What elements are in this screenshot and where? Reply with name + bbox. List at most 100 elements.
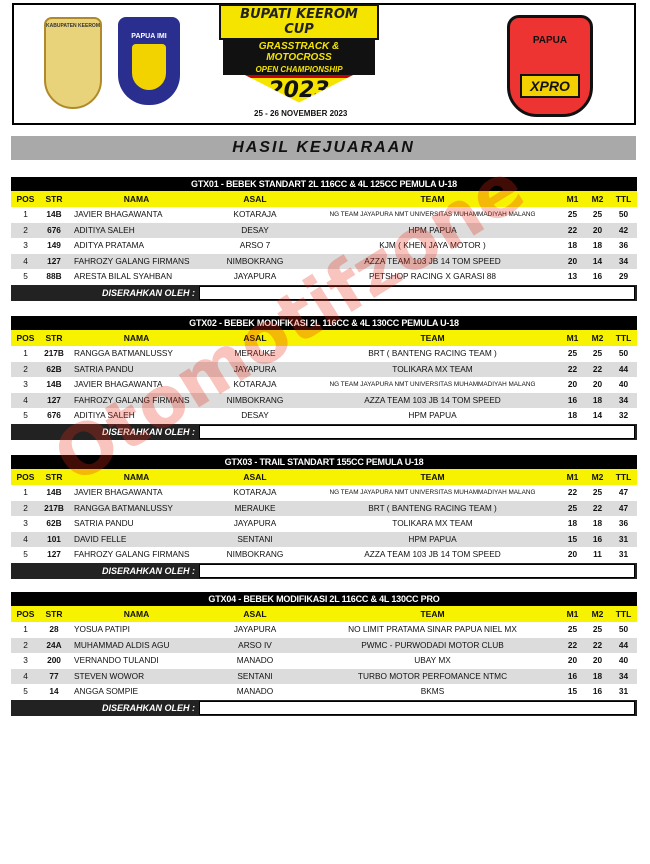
signature-row: DISERAHKAN OLEH : xyxy=(11,699,637,716)
cell-m2: 20 xyxy=(592,224,603,235)
table-header: POS STR NAMA ASAL TEAM M1 M2 TTL xyxy=(11,606,637,622)
signature-label: DISERAHKAN OLEH : xyxy=(101,287,195,298)
column-header: TEAM xyxy=(420,333,445,343)
column-header: M1 xyxy=(566,472,579,482)
table-row: 3 14B JAVIER BHAGAWANTA KOTARAJA NG TEAM JAY… xyxy=(11,377,637,393)
cell-pos: 5 xyxy=(23,271,28,282)
class-title: GTX03 - TRAIL STANDART 155CC PEMULA U-18 xyxy=(11,455,637,469)
column-header: STR xyxy=(45,194,63,204)
cell-pos: 5 xyxy=(23,686,28,697)
cell-team: AZZA TEAM 103 JB 14 TOM SPEED xyxy=(364,549,501,560)
cell-nama: JAVIER BHAGAWANTA xyxy=(74,487,163,497)
section-title: HASIL KEJUARAAN xyxy=(11,136,636,160)
cell-m1: 20 xyxy=(567,655,578,666)
signature-row: DISERAHKAN OLEH : xyxy=(11,423,637,440)
cell-asal: NIMBOKRANG xyxy=(226,394,284,405)
cell-m2: 25 xyxy=(592,348,603,358)
column-header: M1 xyxy=(566,609,579,619)
cell-m2: 22 xyxy=(592,502,603,513)
cell-nama: DAVID FELLE xyxy=(74,533,127,544)
column-header: POS xyxy=(16,472,35,482)
cell-team: AZZA TEAM 103 JB 14 TOM SPEED xyxy=(364,394,501,405)
event-year: 2023 xyxy=(244,74,354,103)
cell-m1: 25 xyxy=(567,348,578,358)
results-table: GTX03 - TRAIL STANDART 155CC PEMULA U-18… xyxy=(11,455,637,579)
cell-str: 62B xyxy=(46,363,62,374)
cell-nama: RANGGA BATMANLUSSY xyxy=(74,348,173,358)
cell-nama: ARESTA BILAL SYAHBAN xyxy=(74,271,173,282)
signature-label: DISERAHKAN OLEH : xyxy=(101,426,195,437)
cell-str: 28 xyxy=(49,624,59,634)
table-row: 5 14 ANGGA SOMPIE MANADO BKMS 15 16 31 xyxy=(11,684,637,700)
column-header: NAMA xyxy=(123,609,150,619)
cell-team: NG TEAM JAYAPURA NMT UNIVERSITAS MUHAMMA… xyxy=(329,211,536,218)
keerom-logo-text: KABUPATEN KEEROM xyxy=(46,23,100,29)
cell-ttl: 36 xyxy=(618,240,629,251)
cell-asal: DESAY xyxy=(241,410,269,421)
table-row: 3 149 ADITYA PRATAMA ARSO 7 KJM ( KHEN JAYA … xyxy=(11,238,637,254)
cell-pos: 5 xyxy=(23,410,28,421)
column-header: NAMA xyxy=(123,333,150,343)
cell-nama: ANGGA SOMPIE xyxy=(74,686,139,697)
cell-team: KJM ( KHEN JAYA MOTOR ) xyxy=(379,240,486,251)
cell-pos: 2 xyxy=(23,639,28,650)
cell-pos: 1 xyxy=(23,624,28,634)
signature-box xyxy=(199,424,635,439)
column-header: ASAL xyxy=(243,333,267,343)
cell-ttl: 42 xyxy=(618,224,629,235)
table-row: 2 62B SATRIA PANDU JAYAPURA TOLIKARA MX TEAM… xyxy=(11,361,637,378)
cell-team: HPM PAPUA xyxy=(408,410,457,421)
column-header: TEAM xyxy=(420,194,445,204)
column-header: TEAM xyxy=(420,472,445,482)
event-title: BUPATI KEEROM CUP xyxy=(219,3,379,40)
cell-str: 149 xyxy=(47,240,61,251)
cell-ttl: 44 xyxy=(618,363,629,374)
cell-asal: KOTARAJA xyxy=(233,209,277,219)
cell-asal: NIMBOKRANG xyxy=(226,255,284,266)
cell-m1: 20 xyxy=(567,255,578,266)
cell-m2: 14 xyxy=(592,410,603,421)
cell-str: 14 xyxy=(49,686,59,697)
cell-team: HPM PAPUA xyxy=(408,533,457,544)
column-header: TEAM xyxy=(420,609,445,619)
column-header: TTL xyxy=(615,194,632,204)
cell-str: 127 xyxy=(47,549,61,560)
papua-xpro-logo: PAPUA XPRO xyxy=(507,15,593,117)
xpro-logo-bottom: XPRO xyxy=(520,73,580,98)
signature-box xyxy=(199,700,635,715)
cell-pos: 3 xyxy=(23,518,28,529)
class-title: GTX01 - BEBEK STANDART 2L 116CC & 4L 125… xyxy=(11,177,637,191)
table-header: POS STR NAMA ASAL TEAM M1 M2 TTL xyxy=(11,191,637,207)
class-title: GTX04 - BEBEK MODIFIKASI 2L 116CC & 4L 1… xyxy=(11,592,637,606)
cell-m1: 15 xyxy=(567,686,578,697)
table-row: 5 88B ARESTA BILAL SYAHBAN JAYAPURA PETSHOP … xyxy=(11,269,637,285)
cell-ttl: 32 xyxy=(618,410,629,421)
cell-m1: 20 xyxy=(567,379,578,390)
table-row: 1 14B JAVIER BHAGAWANTA KOTARAJA NG TEAM JAY… xyxy=(11,485,637,501)
cell-pos: 4 xyxy=(23,670,28,681)
cell-pos: 3 xyxy=(23,379,28,390)
cell-pos: 3 xyxy=(23,240,28,251)
cell-m1: 22 xyxy=(567,363,578,374)
cell-m1: 20 xyxy=(567,549,578,560)
cell-pos: 1 xyxy=(23,209,28,219)
cell-ttl: 44 xyxy=(618,639,629,650)
table-row: 5 676 ADITIYA SALEH DESAY HPM PAPUA 18 14 32 xyxy=(11,408,637,424)
cell-asal: SENTANI xyxy=(237,533,273,544)
cell-str: 200 xyxy=(47,655,61,666)
cell-team: NG TEAM JAYAPURA NMT UNIVERSITAS MUHAMMA… xyxy=(329,489,536,496)
table-row: 4 127 FAHROZY GALANG FIRMANS NIMBOKRANG AZZA… xyxy=(11,253,637,270)
table-row: 4 127 FAHROZY GALANG FIRMANS NIMBOKRANG AZZA… xyxy=(11,392,637,409)
cell-m2: 14 xyxy=(592,255,603,266)
kabupaten-keerom-logo: KABUPATEN KEEROM xyxy=(44,17,102,109)
signature-row: DISERAHKAN OLEH : xyxy=(11,562,637,579)
cell-ttl: 34 xyxy=(618,394,629,405)
event-banner: KABUPATEN KEEROM PAPUA IMI BUPATI KEEROM… xyxy=(12,3,636,125)
cell-m2: 25 xyxy=(592,209,603,219)
cell-asal: KOTARAJA xyxy=(233,379,277,390)
table-row: 1 217B RANGGA BATMANLUSSY MERAUKE BRT ( BANT… xyxy=(11,346,637,362)
column-header: POS xyxy=(16,194,35,204)
cell-nama: YOSUA PATIPI xyxy=(74,624,130,634)
cell-team: AZZA TEAM 103 JB 14 TOM SPEED xyxy=(364,255,501,266)
event-date: 25 - 26 NOVEMBER 2023 xyxy=(254,109,348,118)
